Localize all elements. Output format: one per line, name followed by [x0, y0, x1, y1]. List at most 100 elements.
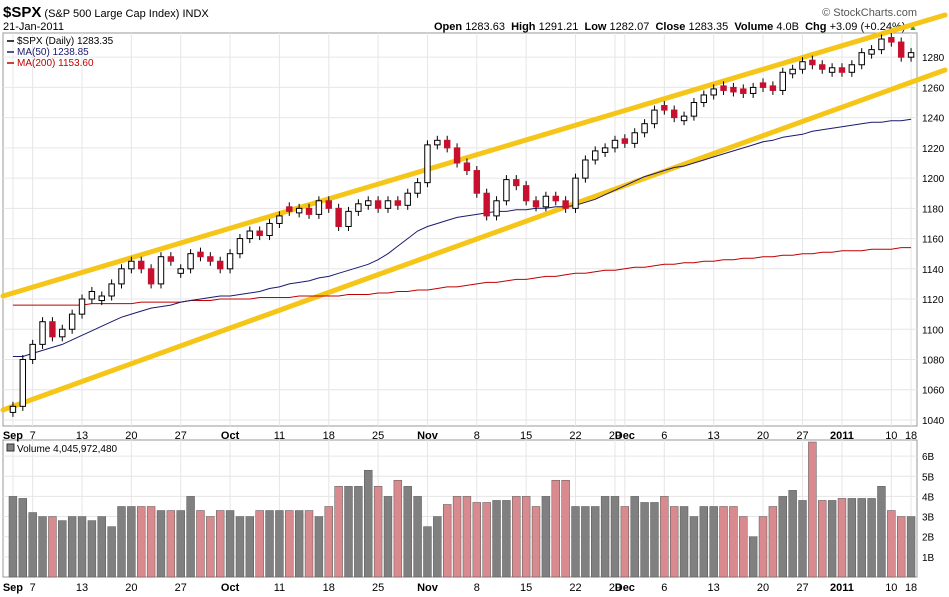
volume-bar	[127, 506, 136, 578]
candle	[483, 192, 490, 217]
volume-bar	[166, 510, 176, 578]
x-tick-label: 2011	[830, 430, 854, 442]
volume-bar	[748, 536, 758, 578]
y-tick-label: 1080	[922, 355, 945, 366]
candle	[789, 68, 796, 75]
volume-bar	[837, 498, 847, 578]
volume-bar	[364, 469, 373, 578]
volume-bar	[97, 516, 106, 578]
volume-bar	[531, 506, 541, 578]
candle	[463, 162, 471, 172]
volume-bar	[630, 496, 639, 578]
candle	[88, 290, 96, 300]
y-tick-label: 1260	[922, 83, 945, 94]
y-tick-label: 1100	[922, 325, 944, 336]
x-tick-label: Nov	[417, 430, 439, 442]
x-tick-label: Sep	[3, 582, 23, 594]
volume-bar	[512, 496, 521, 578]
high-label: High	[511, 21, 536, 33]
volume-label: Volume	[734, 21, 774, 33]
ohlc-readout: Open 1283.63 High 1291.21 Low 1282.07 Cl…	[434, 21, 917, 33]
candle	[177, 268, 184, 274]
candle	[68, 313, 76, 330]
candle	[720, 85, 727, 91]
volume-bar	[334, 486, 343, 578]
volume-bar	[896, 516, 906, 578]
candle	[355, 203, 362, 212]
volume-bar	[541, 496, 551, 578]
volume-label: Volume 4,045,972,480	[17, 444, 118, 455]
x-tick-label: 15	[520, 582, 532, 594]
candle	[207, 256, 214, 262]
volume-bar	[196, 510, 205, 578]
volume-bar	[847, 498, 857, 578]
volume-bar	[28, 512, 37, 578]
volume-bar	[689, 516, 699, 578]
volume-bar	[285, 510, 294, 578]
volume-bar	[255, 510, 264, 578]
open-label: Open	[434, 21, 463, 33]
candle	[621, 138, 629, 144]
x-tick-label: 18	[905, 582, 917, 594]
candle	[256, 230, 263, 237]
y-tick-label: 1120	[922, 295, 944, 306]
candle	[779, 71, 786, 91]
x-tick-label: Oct	[221, 430, 240, 442]
x-tick-label: 10	[885, 430, 897, 442]
volume-bar	[304, 510, 314, 578]
candle	[651, 109, 658, 125]
candle	[858, 52, 865, 66]
x-tick-label: 20	[757, 430, 769, 442]
x-tick-label: 13	[76, 582, 88, 594]
volume-bar	[433, 516, 442, 578]
volume-bar	[669, 506, 679, 578]
candle	[424, 144, 431, 184]
volume-tick-label: 2B	[922, 533, 935, 544]
volume-bar	[857, 498, 866, 578]
volume-bar	[225, 510, 235, 578]
y-tick-label: 1200	[922, 174, 945, 185]
watermark: © StockCharts.com	[822, 7, 917, 19]
candle	[266, 222, 273, 237]
volume-bar	[462, 496, 472, 578]
candle	[453, 147, 461, 164]
candle	[365, 200, 372, 206]
volume-bar	[492, 500, 501, 578]
volume-tick-label: 5B	[922, 472, 935, 483]
x-tick-label: 20	[125, 430, 137, 442]
y-tick-label: 1060	[922, 386, 945, 397]
x-tick-label: 22	[569, 430, 581, 442]
candle	[582, 159, 589, 179]
x-tick-label: 18	[905, 430, 917, 442]
candle	[394, 200, 402, 206]
volume-bar	[87, 520, 97, 578]
volume-bar	[117, 506, 126, 578]
x-tick-label: 13	[708, 430, 720, 442]
volume-bar	[275, 510, 284, 578]
chg-label: Chg	[805, 21, 827, 33]
candle	[868, 49, 875, 55]
volume-tick-label: 6B	[922, 452, 935, 463]
volume-bar	[600, 496, 610, 578]
candle	[315, 200, 323, 215]
y-tick-label: 1160	[922, 235, 944, 246]
x-tick-label: 2011	[830, 582, 854, 594]
candle	[157, 256, 165, 285]
volume-bar	[442, 504, 452, 578]
volume-bar	[610, 496, 620, 578]
x-tick-label: 11	[274, 430, 285, 442]
symbol: $SPX	[3, 4, 42, 21]
volume-bar	[67, 516, 77, 578]
candle	[522, 185, 530, 202]
candle	[730, 86, 737, 93]
candle	[710, 88, 717, 96]
candle	[78, 298, 86, 315]
x-tick-label: 25	[372, 430, 384, 442]
volume-bar	[383, 496, 393, 578]
candle	[819, 64, 826, 70]
volume-bar	[808, 441, 817, 578]
volume-bar	[176, 510, 185, 578]
candle	[513, 179, 520, 187]
x-tick-label: 25	[372, 582, 384, 594]
candle	[226, 253, 234, 270]
